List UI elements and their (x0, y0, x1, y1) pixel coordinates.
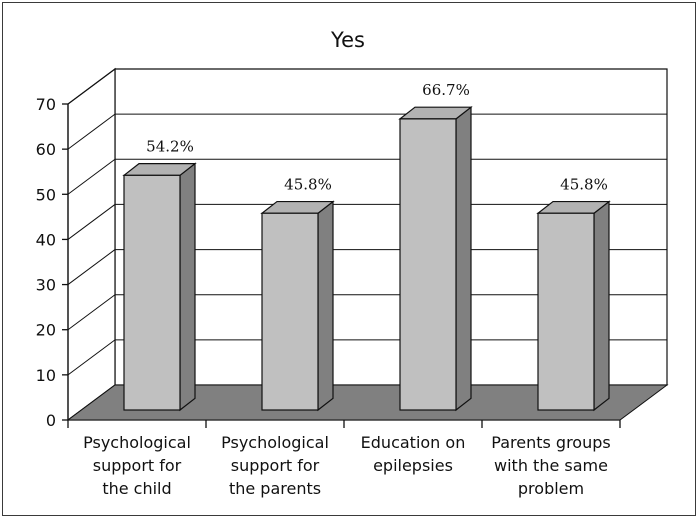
data-label: 66.7% (422, 81, 470, 99)
y-tick-label: 30 (36, 276, 56, 295)
side-wall (67, 67, 116, 422)
bar-front (123, 174, 181, 411)
gridline-side (67, 158, 116, 195)
gridline-side (67, 294, 116, 331)
bar-side (317, 200, 334, 412)
x-category-label: Psychological support for the child (83, 433, 191, 498)
x-category-label: Education on epilepsies (361, 433, 466, 475)
y-tick-label: 60 (36, 140, 56, 159)
data-label: 54.2% (146, 138, 194, 156)
bar-front (537, 212, 595, 411)
chart-floor (66, 384, 669, 421)
bar-side (455, 105, 472, 412)
bar (536, 200, 611, 412)
bar-front (399, 118, 457, 411)
x-category-label: Parents groups with the same problem (491, 433, 610, 498)
y-tick-label: 20 (36, 321, 56, 340)
bar (398, 105, 473, 412)
gridline-side (67, 68, 116, 105)
y-tick-label: 50 (36, 185, 56, 204)
data-labels: 54.2% 45.8% 66.7% 45.8% (146, 81, 608, 193)
bar (260, 200, 335, 412)
gridline-side (67, 204, 116, 240)
chart-title: Yes (330, 28, 365, 52)
bar-side (179, 162, 196, 412)
gridline-side (67, 249, 116, 285)
data-label: 45.8% (284, 176, 332, 194)
data-label: 45.8% (560, 176, 608, 194)
bar-front (261, 212, 319, 411)
bar (122, 162, 197, 412)
bars (122, 105, 611, 412)
y-tick-label: 70 (36, 95, 56, 114)
gridline-side (67, 339, 116, 376)
y-tick-label: 0 (46, 411, 56, 430)
chart-walls (67, 67, 668, 422)
y-tick-label: 10 (36, 366, 56, 385)
x-category-labels: Psychological support for the child Psychol… (83, 433, 611, 498)
floor-plane (66, 384, 669, 421)
gridline-side (67, 113, 116, 150)
x-category-label: Psychological support for the parents (221, 433, 329, 498)
y-tick-label: 40 (36, 230, 56, 249)
y-tick-labels: 0 10 20 30 40 50 60 70 (36, 95, 56, 430)
bar-side (593, 200, 610, 412)
